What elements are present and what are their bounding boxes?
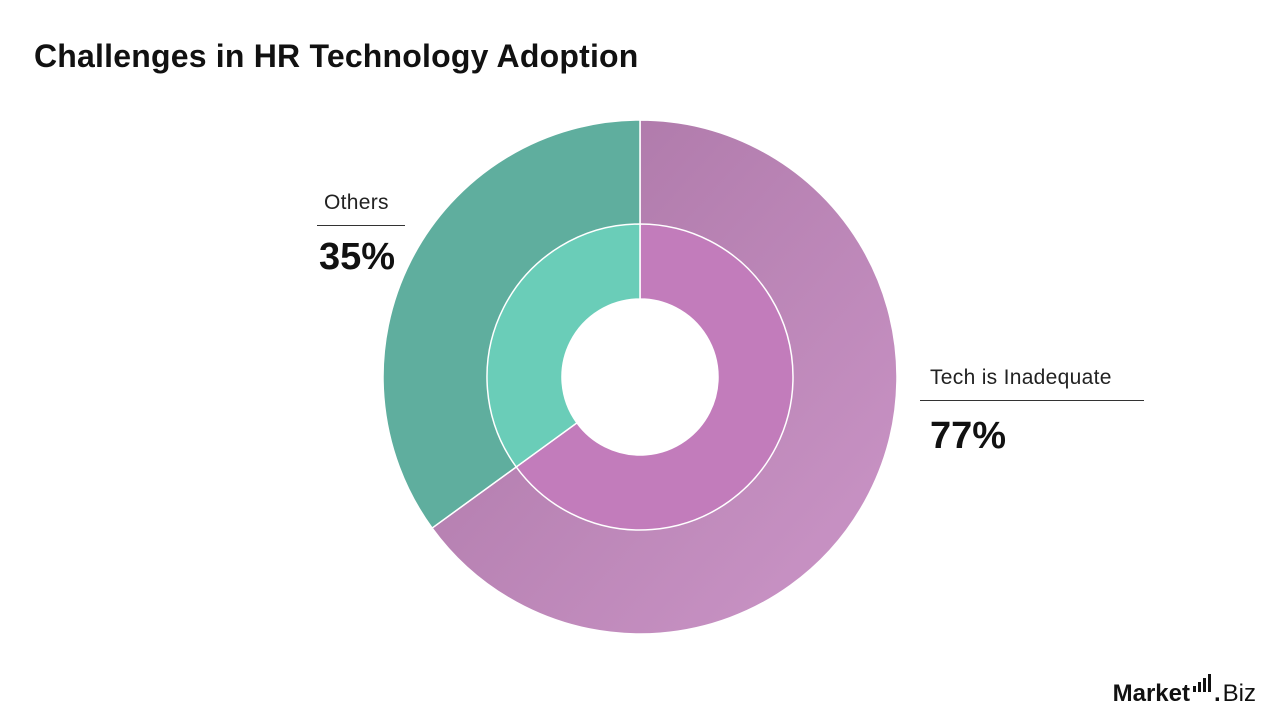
slice-inner-tech-is-inadequate — [515, 223, 794, 531]
slice-value-tech-is-inadequate: 77% — [930, 415, 1007, 457]
brand-name-light: Biz — [1222, 680, 1256, 707]
slice-inner-others — [486, 223, 641, 468]
callout-rule — [317, 225, 405, 226]
brand-dot: . — [1213, 680, 1221, 707]
slice-label-tech-is-inadequate: Tech is Inadequate — [930, 366, 1112, 389]
bars-icon — [1192, 674, 1211, 692]
callout-others: Others 35% — [317, 191, 405, 279]
brand-name-bold: Market — [1112, 680, 1190, 707]
callout-tech-is-inadequate: Tech is Inadequate 77% — [920, 366, 1144, 458]
callout-rule — [920, 400, 1144, 401]
slice-label-others: Others — [324, 191, 389, 214]
slice-value-others: 35% — [319, 236, 396, 278]
chart-title: Challenges in HR Technology Adoption — [34, 38, 639, 74]
brand-logo: Market . Biz — [1113, 674, 1256, 706]
